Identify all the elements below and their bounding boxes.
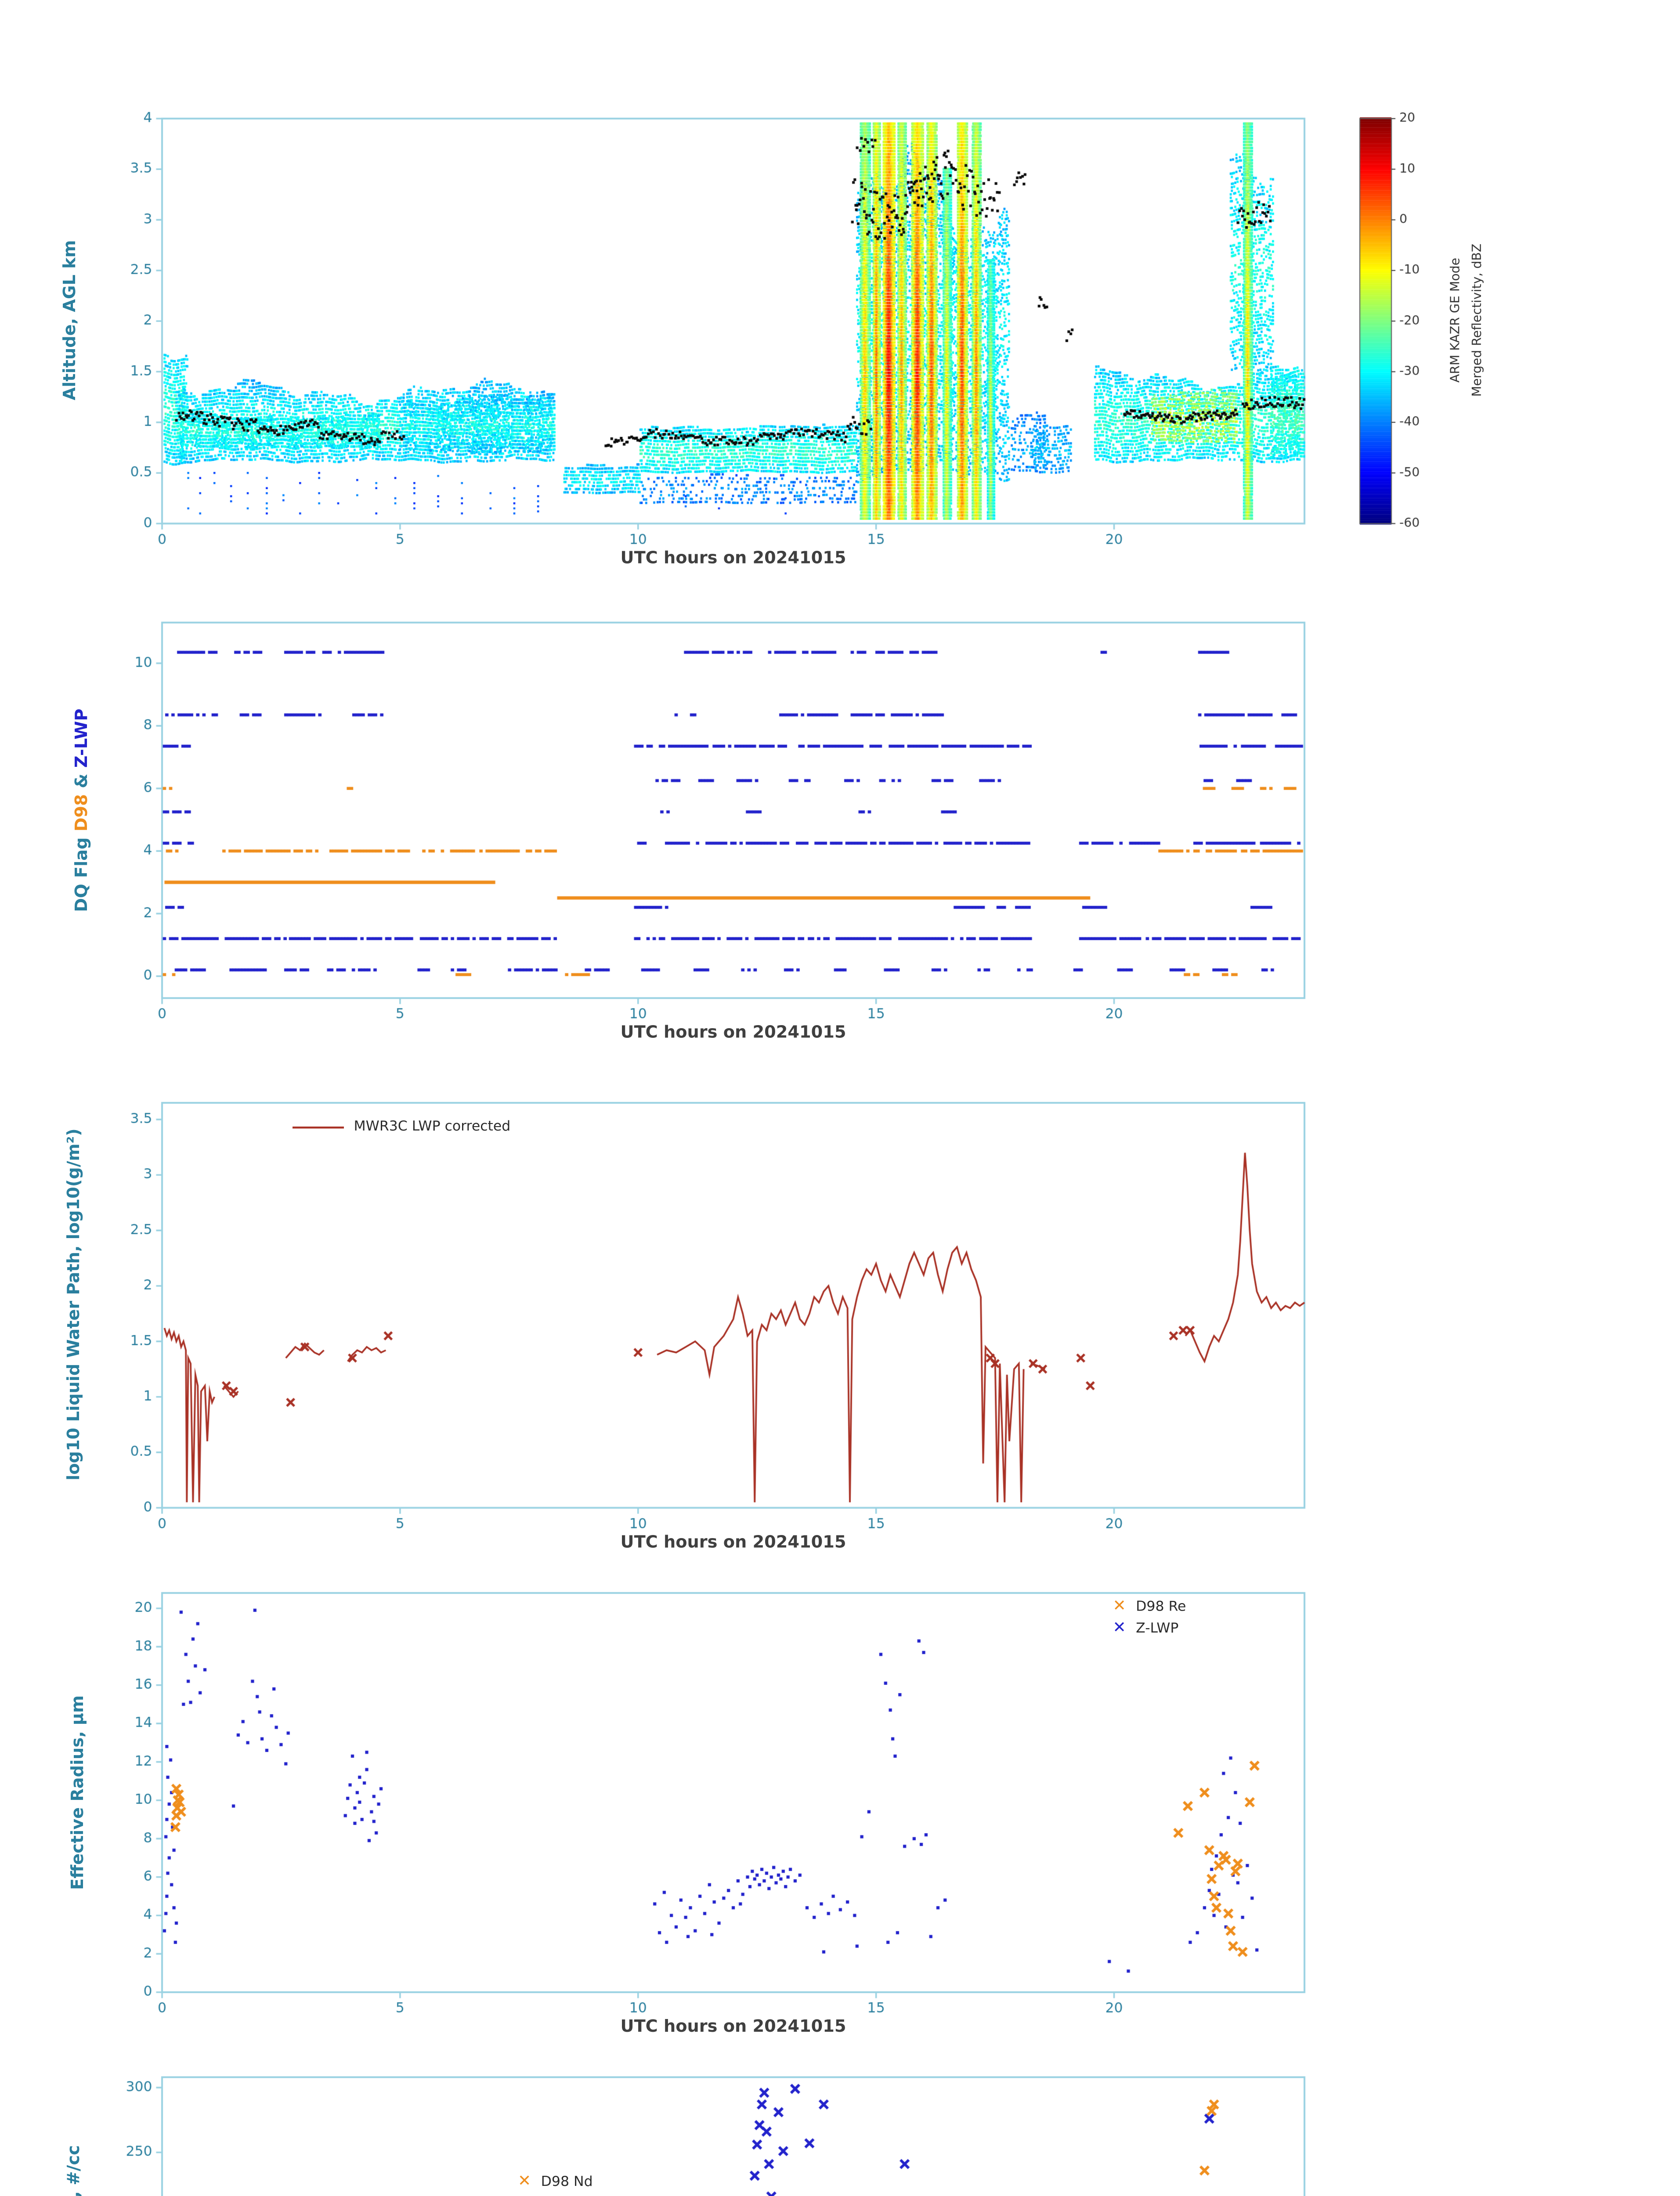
dq-flag-plot — [0, 607, 1680, 1042]
reflectivity-plot — [0, 103, 1680, 567]
legend-row: ✕ D98 Nd — [518, 2172, 607, 2190]
panel-droplet-concentration: Droplet Concentration, #/cc UTC hours on… — [0, 2061, 1680, 2196]
d98-x-marker-icon: ✕ — [1113, 1597, 1126, 1615]
effective-radius-legend: ✕ D98 Re ✕ Z-LWP — [1113, 1597, 1186, 1637]
dq-flag-axis-label: DQ Flag D98 & Z-LWP — [73, 708, 93, 912]
d98-x-marker-icon: ✕ — [518, 2172, 531, 2190]
utc-axis-label: UTC hours on 20241015 — [620, 2018, 846, 2038]
lwp-axis-label: log10 Liquid Water Path, log10(g/m²) — [65, 1128, 85, 1481]
amp-label-part: & — [73, 768, 93, 795]
colorbar-label-line2: Merged Reflectivity, dBZ — [1470, 243, 1485, 397]
lwp-plot — [0, 1087, 1680, 1552]
zlwp-label-part: Z-LWP — [73, 708, 93, 768]
panel-dq-flag: DQ Flag D98 & Z-LWP UTC hours on 2024101… — [0, 607, 1680, 1044]
lwp-legend: MWR3C LWP corrected — [293, 1119, 511, 1135]
droplet-concentration-legend: ✕D98 Nd ✕Z-LWP Nd — [518, 2172, 607, 2196]
legend-label: D98 Re — [1136, 1598, 1186, 1614]
effective-radius-axis-label: Effective Radius, μm — [69, 1695, 89, 1890]
legend-label: D98 Nd — [541, 2173, 593, 2189]
panel-lwp: log10 Liquid Water Path, log10(g/m²) UTC… — [0, 1087, 1680, 1553]
legend-row: ✕ D98 Re — [1113, 1597, 1186, 1615]
utc-axis-label: UTC hours on 20241015 — [620, 549, 846, 569]
droplet-concentration-plot — [0, 2061, 1680, 2196]
panel-effective-radius: Effective Radius, μm UTC hours on 202410… — [0, 1577, 1680, 2038]
lwp-line-swatch — [293, 1127, 344, 1129]
dq-flag-label-part: DQ Flag — [73, 831, 93, 912]
effective-radius-plot — [0, 1577, 1680, 2036]
legend-row: ✕ Z-LWP — [1113, 1618, 1186, 1636]
legend-row: MWR3C LWP corrected — [293, 1119, 511, 1135]
utc-axis-label: UTC hours on 20241015 — [620, 1024, 846, 1044]
colorbar-label-line1: ARM KAZR GE Mode — [1449, 257, 1463, 383]
legend-label: Z-LWP — [1136, 1619, 1179, 1636]
altitude-axis-label: Altitude, AGL km — [61, 240, 81, 401]
panel-reflectivity: Altitude, AGL km UTC hours on 20241015 A… — [0, 103, 1680, 569]
droplet-concentration-axis-label: Droplet Concentration, #/cc — [65, 2145, 85, 2196]
zlwp-x-marker-icon: ✕ — [1113, 1618, 1126, 1636]
legend-label: MWR3C LWP corrected — [354, 1119, 511, 1134]
d98-label-part: D98 — [73, 794, 93, 832]
utc-axis-label: UTC hours on 20241015 — [620, 1534, 846, 1553]
colorbar-label: ARM KAZR GE Mode Merged Reflectivity, dB… — [1447, 244, 1489, 397]
